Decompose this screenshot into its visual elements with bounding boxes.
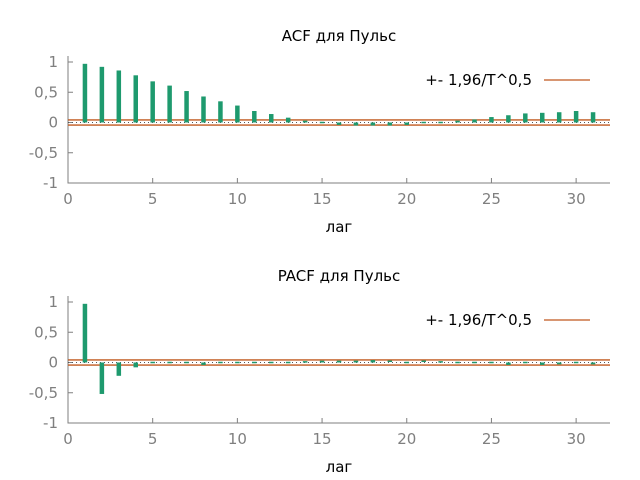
bar: [455, 120, 460, 123]
bar: [540, 112, 545, 123]
bar: [269, 361, 274, 364]
bar: [133, 362, 138, 368]
chart-title: PACF для Пульс: [278, 267, 401, 285]
bar: [472, 361, 477, 364]
bar: [370, 360, 376, 363]
bar: [150, 361, 155, 364]
x-tick-label: 25: [482, 190, 501, 208]
x-tick-label: 25: [482, 430, 501, 448]
x-tick-label: 20: [397, 430, 416, 448]
bar: [523, 361, 528, 364]
x-axis-label: лаг: [326, 458, 353, 476]
bar: [590, 362, 596, 365]
bar: [82, 303, 88, 363]
x-tick-label: 15: [313, 430, 332, 448]
bar: [353, 360, 359, 363]
bar: [540, 362, 545, 365]
legend-label: +- 1,96/T^0,5: [425, 71, 532, 89]
bar: [438, 121, 443, 124]
x-tick-label: 5: [148, 190, 158, 208]
bar: [455, 361, 460, 364]
bar: [252, 111, 257, 123]
bar: [235, 105, 240, 123]
bar: [556, 112, 562, 123]
bar: [438, 361, 443, 363]
bar: [302, 120, 308, 123]
y-tick-label: 0: [48, 114, 58, 132]
bar: [387, 360, 393, 363]
y-tick-label: 0,5: [34, 323, 58, 341]
bar: [150, 81, 155, 123]
chart-title: ACF для Пульс: [282, 27, 396, 45]
bar: [99, 66, 105, 123]
bar: [99, 362, 105, 394]
bar: [184, 91, 189, 123]
y-tick-label: 0,5: [34, 83, 58, 101]
bar: [218, 361, 223, 364]
x-tick-label: 30: [567, 190, 586, 208]
bar: [302, 361, 308, 363]
bar: [472, 119, 477, 123]
bar: [523, 113, 528, 123]
bar: [235, 361, 240, 364]
bar: [590, 112, 596, 123]
bar: [404, 361, 409, 364]
pacf-chart: PACF для Пульс 1 0,5 0 -0,5 -1 0 5 10 15 20 25 30 лаг…: [29, 267, 610, 476]
bar: [167, 85, 172, 123]
x-tick-label: 10: [228, 430, 247, 448]
x-tick-label: 5: [148, 430, 158, 448]
bar: [285, 117, 291, 123]
bar: [353, 122, 359, 126]
bar: [573, 361, 579, 364]
y-tick-label: 1: [48, 293, 58, 311]
bar: [319, 360, 325, 363]
bar: [506, 362, 511, 365]
y-tick-label: -0,5: [29, 384, 58, 402]
bar: [269, 114, 274, 123]
legend-label: +- 1,96/T^0,5: [425, 311, 532, 329]
y-tick-label: -1: [43, 414, 58, 432]
bar: [421, 121, 426, 124]
bar: [489, 117, 494, 123]
bar: [421, 360, 426, 363]
bar: [370, 122, 376, 126]
bar: [184, 361, 189, 364]
bar: [201, 362, 206, 365]
x-tick-label: 10: [228, 190, 247, 208]
x-tick-label: 0: [63, 190, 73, 208]
bar: [387, 122, 393, 126]
bar: [336, 122, 342, 125]
bar: [201, 96, 206, 123]
bar: [133, 75, 138, 123]
bar: [167, 361, 172, 364]
bar: [319, 121, 325, 124]
x-tick-label: 30: [567, 430, 586, 448]
bar: [285, 361, 291, 364]
bar: [573, 111, 579, 123]
x-tick-label: 15: [313, 190, 332, 208]
bar: [336, 360, 342, 363]
y-tick-label: -1: [43, 174, 58, 192]
bar: [506, 115, 511, 123]
acf-chart: ACF для Пульс 1 0,5 0 -0,5 -1 0 5 10 15 20 25 30 лаг +…: [29, 27, 610, 236]
bar: [252, 361, 257, 364]
bar: [556, 362, 562, 365]
x-axis-label: лаг: [326, 218, 353, 236]
bar: [116, 362, 122, 376]
y-tick-label: 1: [48, 53, 58, 71]
bar: [116, 70, 122, 123]
y-tick-label: 0: [48, 354, 58, 372]
bar: [82, 63, 88, 123]
bar: [489, 361, 494, 364]
x-tick-label: 20: [397, 190, 416, 208]
y-tick-label: -0,5: [29, 144, 58, 162]
x-tick-label: 0: [63, 430, 73, 448]
bar: [404, 122, 409, 125]
bar: [218, 101, 223, 123]
